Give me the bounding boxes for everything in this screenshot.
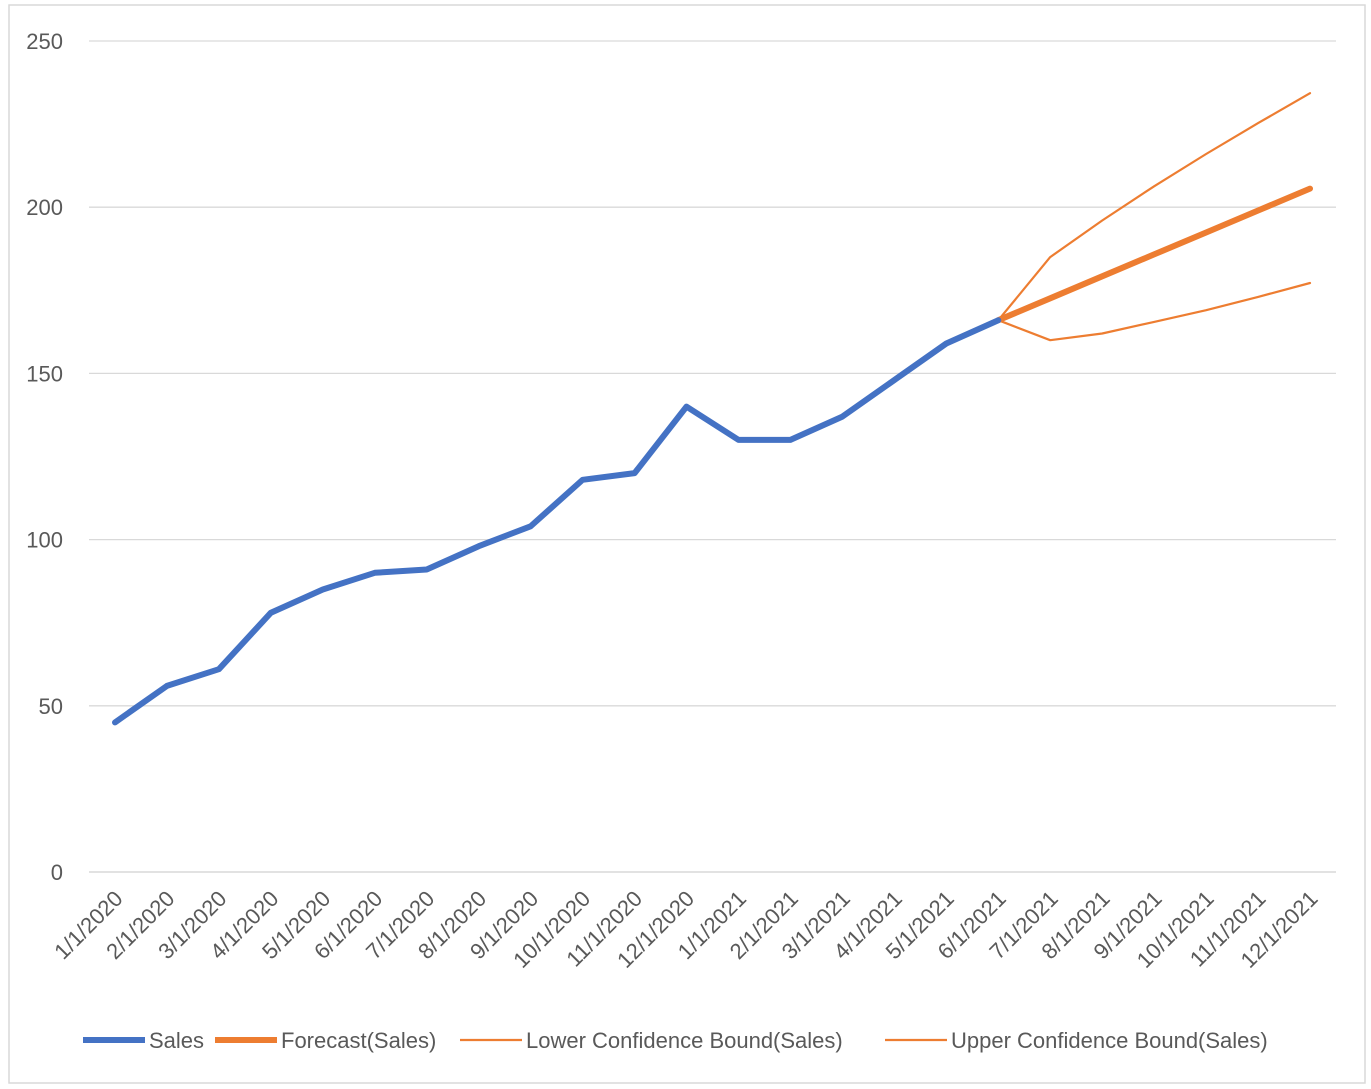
y-tick-label: 250 xyxy=(26,29,63,54)
y-tick-label: 150 xyxy=(26,361,63,386)
legend-label-1: Forecast(Sales) xyxy=(281,1028,436,1053)
chart-border xyxy=(8,4,1366,1084)
series-line-3 xyxy=(997,92,1312,322)
y-axis-tick-labels: 0 50 100 150 200 250 xyxy=(26,29,63,885)
series-line-0 xyxy=(112,317,1002,726)
series-line-2 xyxy=(997,281,1312,342)
legend-label-2: Lower Confidence Bound(Sales) xyxy=(526,1028,843,1053)
y-tick-label: 200 xyxy=(26,195,63,220)
series-lines xyxy=(112,92,1313,726)
series-line-1 xyxy=(995,185,1313,324)
legend-label-3: Upper Confidence Bound(Sales) xyxy=(951,1028,1268,1053)
y-tick-label: 50 xyxy=(39,694,63,719)
gridlines xyxy=(89,40,1336,707)
legend: Sales Forecast(Sales) Lower Confidence Bou… xyxy=(83,1028,1268,1053)
y-tick-label: 0 xyxy=(51,860,63,885)
y-tick-label: 100 xyxy=(26,528,63,553)
legend-label-0: Sales xyxy=(149,1028,204,1053)
